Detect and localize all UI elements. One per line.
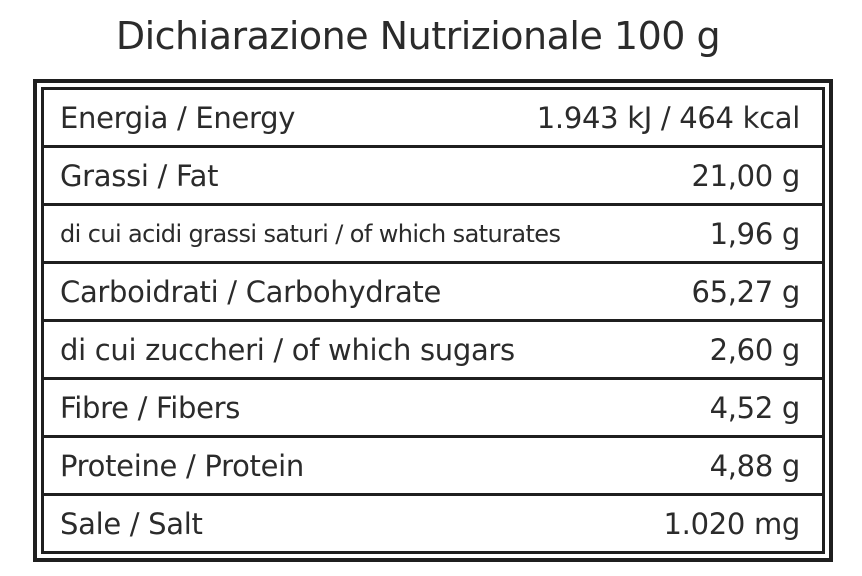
row-label: Carboidrati / Carbohydrate [60, 274, 442, 309]
row-label: di cui acidi grassi saturi / of which sa… [60, 219, 561, 248]
row-fat: Grassi / Fat 21,00 g [44, 148, 822, 206]
nutrition-table-body: Energia / Energy 1.943 kJ / 464 kcal Gra… [41, 87, 825, 554]
page-title: Dichiarazione Nutrizionale 100 g [115, 14, 721, 58]
row-value: 21,00 g [691, 158, 800, 193]
row-label: Grassi / Fat [60, 158, 219, 193]
row-saturates: di cui acidi grassi saturi / of which sa… [44, 206, 822, 264]
row-label: di cui zuccheri / of which sugars [60, 332, 515, 367]
row-energy: Energia / Energy 1.943 kJ / 464 kcal [44, 90, 822, 148]
row-value: 1,96 g [709, 216, 801, 251]
row-value: 65,27 g [691, 274, 800, 309]
row-fibers: Fibre / Fibers 4,52 g [44, 380, 822, 438]
row-value: 4,52 g [709, 390, 801, 425]
row-value: 1.943 kJ / 464 kcal [536, 100, 801, 135]
row-value: 4,88 g [709, 448, 801, 483]
row-salt: Sale / Salt 1.020 mg [44, 496, 822, 551]
row-value: 2,60 g [709, 332, 801, 367]
row-value: 1.020 mg [663, 506, 801, 541]
row-label: Proteine / Protein [60, 448, 304, 483]
row-protein: Proteine / Protein 4,88 g [44, 438, 822, 496]
row-label: Energia / Energy [60, 100, 296, 135]
row-label: Sale / Salt [60, 506, 203, 541]
row-label: Fibre / Fibers [60, 390, 241, 425]
row-sugars: di cui zuccheri / of which sugars 2,60 g [44, 322, 822, 380]
nutrition-table: Energia / Energy 1.943 kJ / 464 kcal Gra… [33, 79, 833, 562]
row-carbohydrate: Carboidrati / Carbohydrate 65,27 g [44, 264, 822, 322]
